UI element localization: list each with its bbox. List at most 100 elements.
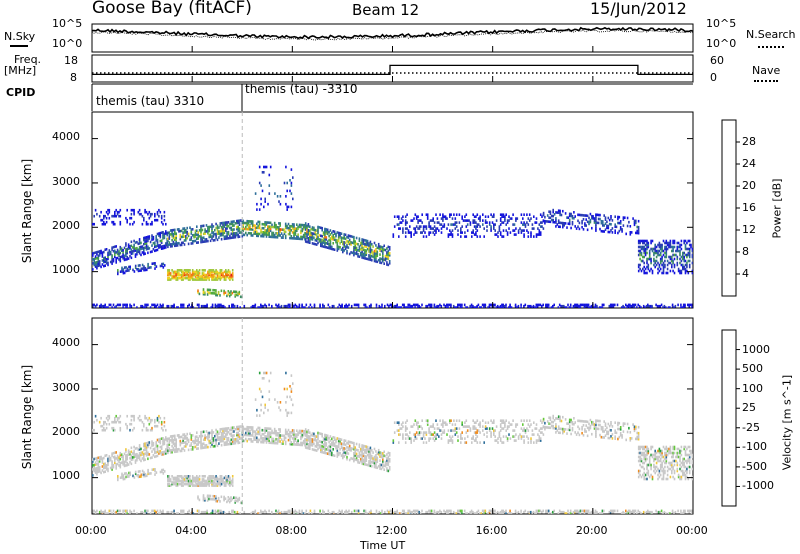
power-cell [661, 255, 663, 259]
velocity-cell [198, 481, 201, 484]
power-cell [644, 271, 647, 275]
power-cell [155, 237, 157, 240]
power-cell [218, 232, 220, 235]
power-cell [311, 238, 314, 241]
power-cell [92, 303, 94, 307]
velocity-cell [231, 481, 234, 484]
power-cell [215, 293, 217, 297]
velocity-cell [509, 437, 512, 440]
velocity-cell [472, 425, 474, 428]
power-cell [432, 227, 434, 230]
power-cell [466, 306, 469, 308]
power-cell [324, 241, 326, 245]
power-cell [646, 259, 648, 263]
velocity-cell [364, 455, 366, 458]
power-cell [324, 235, 326, 239]
velocity-cell [331, 441, 333, 445]
velocity-cell [147, 472, 149, 476]
power-cell [309, 231, 311, 234]
velocity-cell [137, 473, 140, 477]
velocity-cell [151, 440, 153, 443]
power-cell [254, 224, 257, 227]
power-cell [536, 303, 539, 307]
velocity-cell [198, 441, 201, 444]
power-cell [499, 304, 502, 308]
velocity-cell [332, 444, 334, 447]
power-cell [458, 213, 461, 216]
power-cell [141, 263, 144, 267]
velocity-cell [230, 428, 233, 432]
power-cell [539, 213, 542, 216]
power-cell [293, 233, 295, 236]
power-cell [595, 223, 597, 226]
velocity-cell [449, 421, 451, 424]
velocity-cell [107, 463, 109, 467]
velocity-cell [231, 436, 234, 439]
velocity-cell [320, 432, 322, 436]
power-cell [176, 306, 178, 308]
power-cell [387, 263, 390, 267]
power-cell [202, 232, 205, 236]
velocity-cell [473, 439, 476, 442]
power-cell [217, 303, 219, 307]
power-cell [361, 248, 363, 251]
velocity-cell [219, 438, 222, 441]
power-cell [296, 223, 298, 226]
power-cell [603, 224, 605, 227]
power-cell [220, 231, 223, 235]
power-cell [458, 221, 461, 224]
velocity-cell [329, 447, 332, 450]
velocity-cell [560, 427, 563, 431]
power-cell [687, 239, 690, 243]
velocity-cell [230, 438, 233, 442]
power-cell [651, 304, 653, 308]
velocity-cell [185, 443, 187, 446]
velocity-cell [309, 435, 311, 438]
power-cell [222, 231, 224, 235]
power-cell [446, 303, 448, 307]
power-cell [125, 250, 127, 253]
velocity-cell [369, 456, 372, 460]
velocity-cell [386, 459, 388, 462]
power-cell [193, 239, 195, 243]
power-cell [94, 261, 97, 264]
power-cell [387, 257, 390, 261]
power-cell [205, 276, 208, 280]
velocity-cell [313, 442, 315, 446]
power-cell [107, 253, 109, 257]
velocity-cell [238, 441, 241, 444]
power-cell [258, 226, 261, 230]
power-cell [226, 221, 228, 224]
velocity-cell [208, 497, 210, 501]
power-cell [148, 247, 151, 250]
power-cell [169, 233, 172, 236]
power-cell [187, 232, 190, 236]
velocity-cell [178, 447, 180, 451]
velocity-cell [588, 422, 590, 426]
velocity-cell [214, 478, 216, 481]
velocity-cell [169, 484, 172, 487]
power-cell [139, 264, 141, 267]
velocity-cell [515, 433, 517, 436]
power-cell [305, 303, 308, 307]
velocity-cell [208, 478, 210, 481]
velocity-cell [190, 434, 193, 437]
power-cell [629, 233, 632, 236]
velocity-cell [549, 416, 552, 420]
power-cell [587, 303, 590, 307]
velocity-cell [504, 425, 506, 428]
power-cell [637, 253, 640, 257]
velocity-cell [284, 432, 287, 436]
power-cell [289, 236, 291, 240]
velocity-cell [152, 441, 155, 445]
power-cell [126, 220, 128, 224]
power-cell [284, 304, 287, 308]
power-cell [464, 219, 466, 222]
power-cell [187, 270, 190, 274]
velocity-cell [320, 448, 322, 452]
velocity-cell [257, 426, 259, 430]
power-cell [659, 267, 662, 271]
velocity-cell [242, 439, 244, 443]
power-cell [194, 275, 197, 278]
power-cell [665, 271, 668, 275]
